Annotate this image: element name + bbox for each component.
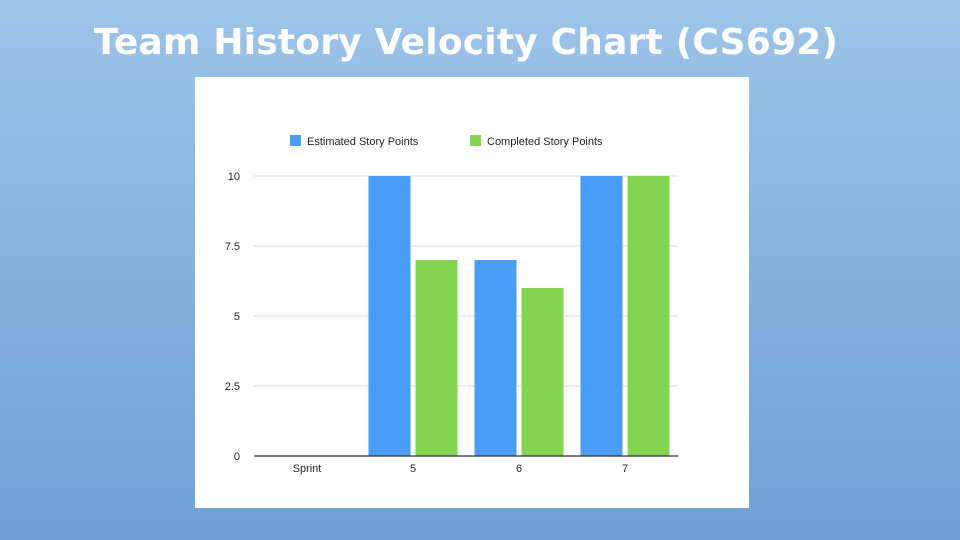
legend-label: Estimated Story Points bbox=[307, 136, 419, 148]
x-tick-label: 5 bbox=[410, 463, 416, 475]
x-axis: Sprint 5 6 7 bbox=[254, 455, 678, 475]
bar-estimated-6 bbox=[474, 260, 517, 456]
y-tick-label: 2.5 bbox=[225, 381, 240, 393]
x-tick-label: Sprint bbox=[293, 463, 322, 475]
bar-estimated-5 bbox=[368, 176, 411, 456]
bar-chart: Estimated Story Points Completed Story Po… bbox=[225, 135, 678, 475]
legend-label: Completed Story Points bbox=[487, 136, 603, 148]
chart-card: Estimated Story Points Completed Story Po… bbox=[195, 77, 749, 508]
bar-completed-5 bbox=[415, 260, 458, 456]
bar-completed-6 bbox=[521, 288, 564, 456]
y-tick-label: 5 bbox=[234, 311, 240, 323]
legend-swatch-estimated bbox=[290, 135, 301, 146]
y-tick-label: 0 bbox=[234, 451, 240, 463]
y-tick-label: 7.5 bbox=[225, 241, 240, 253]
chart-legend: Estimated Story Points Completed Story Po… bbox=[290, 135, 603, 148]
legend-swatch-completed bbox=[470, 135, 481, 146]
slide-title: Team History Velocity Chart (CS692) bbox=[93, 22, 839, 63]
bar-estimated-7 bbox=[580, 176, 623, 456]
x-tick-label: 7 bbox=[622, 463, 628, 475]
chart-bars bbox=[368, 176, 670, 456]
y-tick-label: 10 bbox=[228, 171, 240, 183]
y-axis: 0 2.5 5 7.5 10 bbox=[225, 171, 240, 463]
bar-completed-7 bbox=[627, 176, 670, 456]
x-tick-label: 6 bbox=[516, 463, 522, 475]
